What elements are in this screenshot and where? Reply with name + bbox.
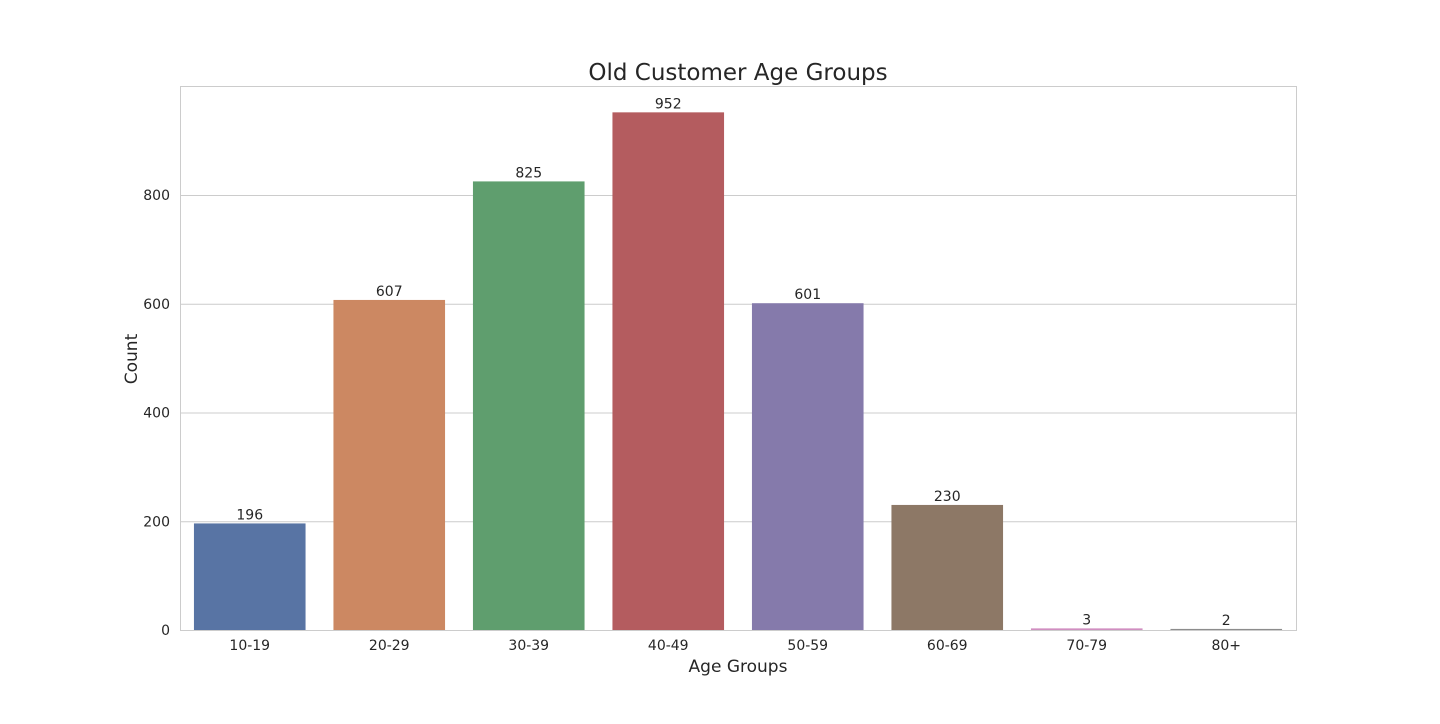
bar-50-59 [751, 303, 864, 630]
bars [193, 112, 1283, 631]
x-tick-label: 80+ [1211, 638, 1241, 654]
bar-value-label: 601 [794, 287, 821, 303]
x-tick-label: 50-59 [787, 638, 828, 654]
plot-area-frame [180, 86, 1297, 631]
y-tick-label: 200 [143, 514, 170, 530]
bar-30-39 [472, 181, 585, 630]
bar-70-79 [1030, 628, 1143, 630]
tick-labels: 0 200 400 600 800 10-19 20-29 30-39 40-49 50-59 60… [143, 188, 1241, 654]
bar-80+ [1170, 628, 1283, 630]
bar-20-29 [333, 299, 446, 630]
x-tick-label: 30-39 [508, 638, 549, 654]
chart-title: Old Customer Age Groups [588, 60, 887, 86]
x-axis-label: Age Groups [689, 657, 788, 677]
y-tick-label: 800 [143, 188, 170, 204]
bar-10-19 [193, 523, 306, 630]
bar-60-69 [891, 504, 1004, 630]
bar-value-label: 607 [376, 284, 403, 300]
data-labels: 196 607 825 952 601 230 3 2 [236, 96, 1230, 629]
bar-value-label: 196 [236, 507, 263, 523]
bar-value-label: 825 [515, 165, 542, 181]
y-tick-label: 0 [161, 623, 170, 639]
x-tick-label: 40-49 [648, 638, 689, 654]
bar-40-49 [612, 112, 725, 631]
y-tick-label: 400 [143, 406, 170, 422]
y-axis-label: Count [122, 333, 142, 384]
bar-value-label: 3 [1082, 612, 1091, 628]
x-tick-label: 70-79 [1066, 638, 1107, 654]
x-tick-label: 10-19 [229, 638, 270, 654]
y-tick-label: 600 [143, 297, 170, 313]
x-tick-label: 20-29 [369, 638, 410, 654]
bar-value-label: 230 [934, 489, 961, 505]
x-tick-label: 60-69 [927, 638, 968, 654]
bar-value-label: 952 [655, 96, 682, 112]
bar-value-label: 2 [1222, 613, 1231, 629]
